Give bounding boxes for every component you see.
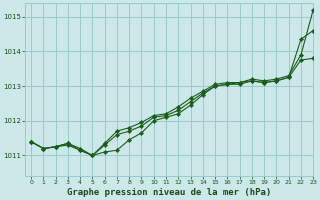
- X-axis label: Graphe pression niveau de la mer (hPa): Graphe pression niveau de la mer (hPa): [67, 188, 271, 197]
